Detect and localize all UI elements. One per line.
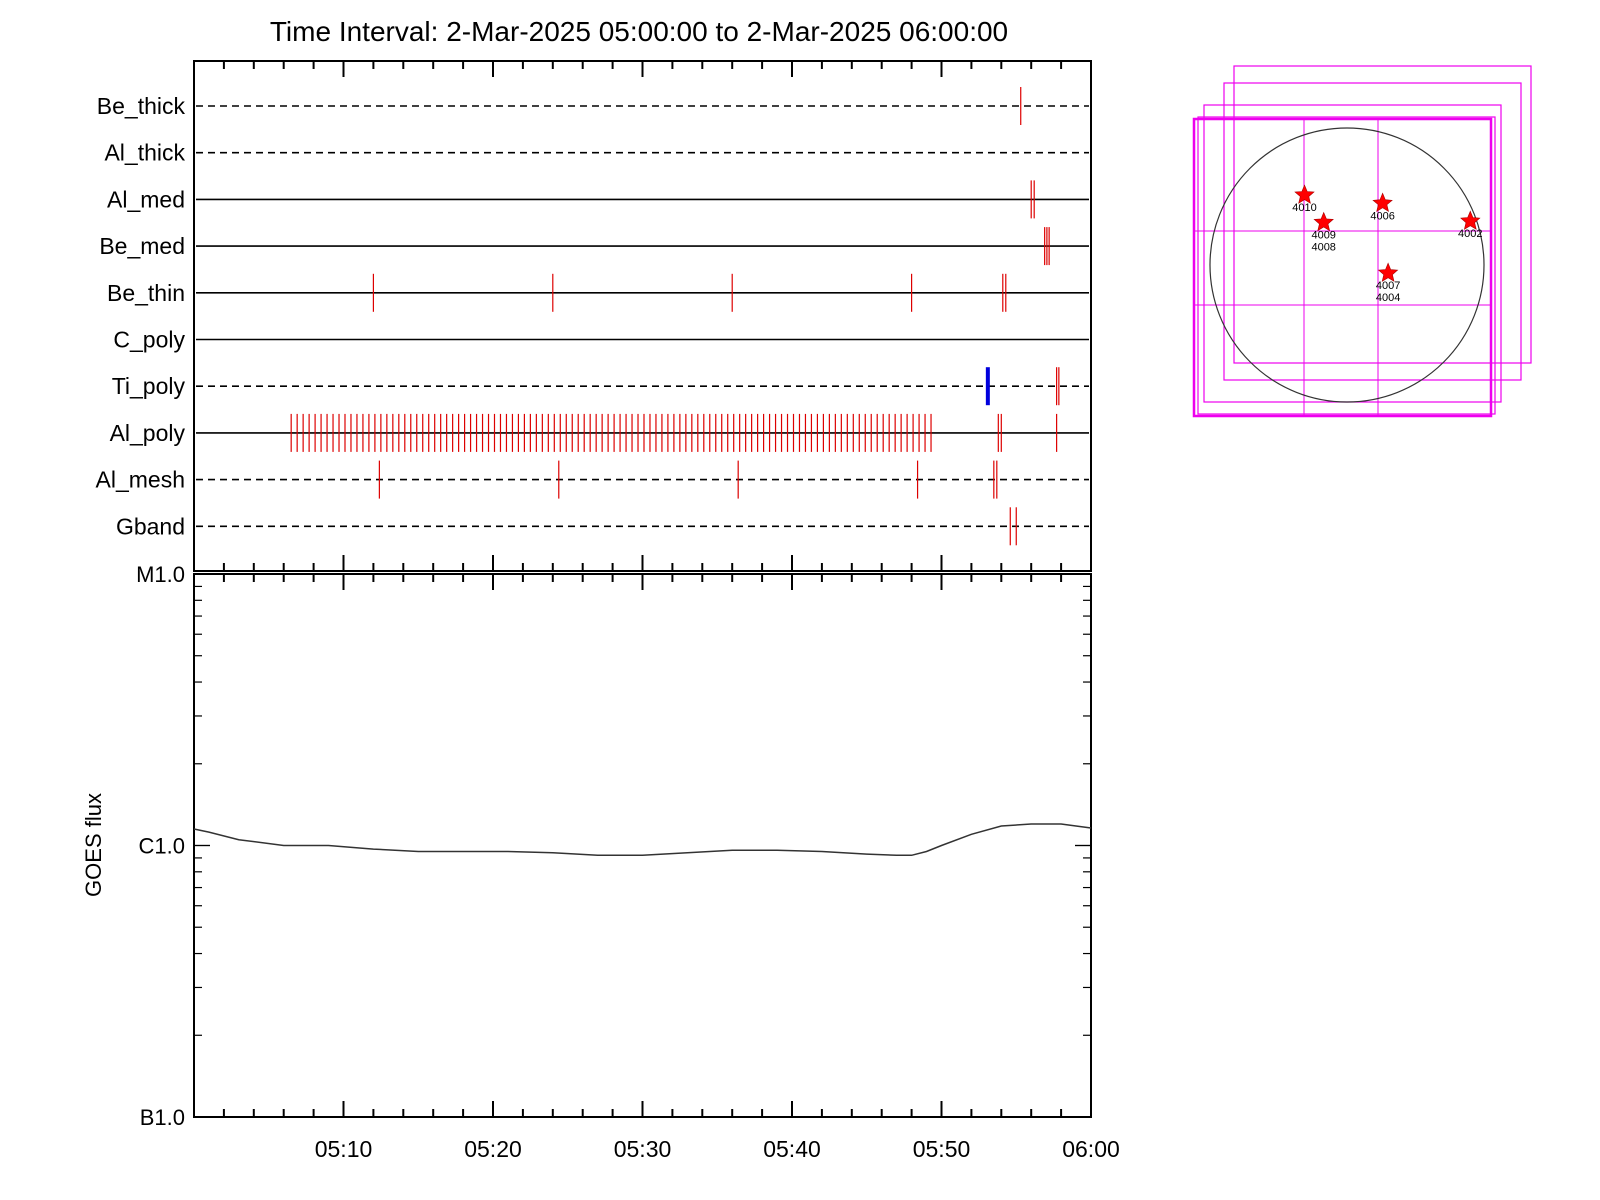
chart-title: Time Interval: 2-Mar-2025 05:00:00 to 2-…: [270, 16, 1008, 47]
goes-ylabel: GOES flux: [81, 793, 106, 897]
active-region-label: 4010: [1292, 202, 1316, 214]
filter-timeline-panel: Be_thick Al_thick Al_med Be_med Be_thin C_pol…: [96, 60, 1092, 572]
active-region-label: 4007: [1376, 280, 1400, 292]
row-label-ti_poly: Ti_poly: [112, 373, 186, 399]
row-label-gband: Gband: [116, 513, 185, 539]
row-label-be_thin: Be_thin: [107, 280, 185, 306]
active-region-label: 4009: [1311, 230, 1335, 242]
row-label-al_thick: Al_thick: [104, 140, 185, 166]
x-tick-label: 05:40: [763, 1136, 821, 1162]
fov-box: [1197, 116, 1496, 415]
x-tick-label: 05:30: [614, 1136, 672, 1162]
row-label-c_poly: C_poly: [113, 327, 185, 353]
y-tick-label: C1.0: [139, 834, 185, 859]
active-region-star: [1294, 184, 1315, 204]
y-tick-label: B1.0: [140, 1105, 185, 1130]
solar-limb: [1209, 127, 1485, 403]
filter-rows: Be_thick Al_thick Al_med Be_med Be_thin C_pol…: [96, 87, 1089, 546]
active-region-star: [1372, 192, 1393, 213]
active-region-label: 4004: [1376, 292, 1400, 304]
row-label-be_thick: Be_thick: [97, 93, 186, 119]
x-tick-label: 06:00: [1062, 1136, 1120, 1162]
x-tick-label: 05:10: [315, 1136, 373, 1162]
timeline-frame: [193, 60, 1092, 572]
goes-flux-panel: M1.0 C1.0 B1.0 05:10 05:20 05:30 05:40 05:50 06…: [81, 562, 1120, 1162]
fov-box: [1203, 104, 1502, 403]
active-region-star: [1313, 211, 1334, 232]
active-region-star: [1377, 262, 1399, 282]
x-tick-label: 05:20: [464, 1136, 522, 1162]
goes-y-axis: M1.0 C1.0 B1.0: [136, 562, 1091, 1130]
active-region-star: [1460, 210, 1481, 230]
timeline-x-ticks: [193, 61, 1092, 571]
y-tick-label: M1.0: [136, 562, 185, 587]
fov-box: [1233, 65, 1532, 364]
active-region-label: 4002: [1458, 228, 1482, 240]
row-label-be_med: Be_med: [99, 233, 185, 259]
row-label-al_poly: Al_poly: [110, 420, 186, 446]
x-tick-label: 05:50: [913, 1136, 971, 1162]
goes-x-axis: 05:10 05:20 05:30 05:40 05:50 06:00: [193, 574, 1120, 1162]
active-region-label: 4008: [1311, 242, 1335, 254]
fov-box: [1192, 117, 1493, 418]
field-of-view-boxes: [1192, 65, 1532, 418]
row-label-al_med: Al_med: [107, 186, 185, 212]
active-region-label: 4006: [1370, 210, 1394, 222]
goes-flux-line: [193, 823, 1092, 857]
row-label-al_mesh: Al_mesh: [96, 467, 185, 493]
